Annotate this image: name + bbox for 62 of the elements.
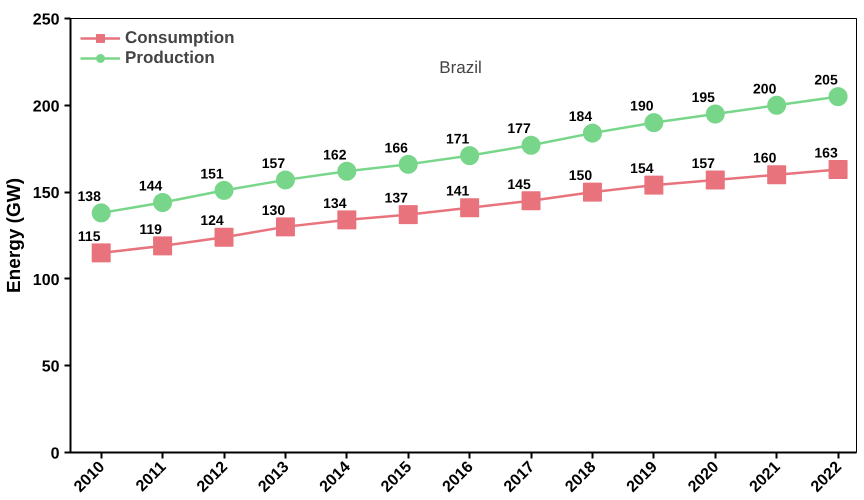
y-tick-label: 0 (50, 446, 60, 462)
data-label: 151 (200, 165, 224, 182)
data-label: 138 (78, 188, 102, 204)
point (582, 124, 602, 143)
point (706, 104, 725, 124)
y-tick-label: 50 (42, 358, 60, 376)
data-label: 119 (139, 220, 162, 237)
data-label: 150 (568, 167, 592, 184)
data-label: 154 (630, 160, 654, 176)
point (398, 205, 418, 224)
point (337, 210, 356, 230)
data-label: 160 (752, 150, 777, 166)
data-label: 162 (323, 146, 347, 162)
data-label: 115 (78, 228, 101, 244)
point (92, 203, 111, 222)
data-label: 145 (507, 176, 531, 192)
data-label: 141 (446, 182, 470, 199)
data-label: 163 (814, 144, 838, 161)
data-label: 157 (692, 154, 716, 171)
point (153, 236, 172, 256)
data-label: 130 (262, 202, 286, 218)
point (767, 165, 786, 184)
data-label: 171 (446, 130, 470, 147)
text: Brazil (439, 58, 482, 77)
data-label: 134 (323, 194, 347, 211)
point (214, 180, 234, 200)
y-axis-title: Energy (GW) (4, 178, 25, 294)
data-label: 166 (384, 139, 408, 156)
data-label: 124 (200, 212, 224, 228)
point (582, 182, 602, 202)
data-label: 190 (630, 98, 654, 114)
data-label: 137 (384, 190, 408, 206)
data-label: 195 (692, 88, 716, 105)
data-label: 200 (752, 80, 777, 96)
data-label: 144 (138, 178, 162, 194)
y-tick-label: 150 (32, 185, 60, 202)
legend-label: Production (125, 48, 215, 68)
point (522, 136, 541, 155)
legend-label: Consumption (125, 28, 235, 48)
y-tick-label: 100 (32, 272, 60, 289)
point (828, 160, 848, 180)
point (214, 228, 234, 247)
point (398, 154, 418, 174)
point (276, 217, 295, 236)
point (92, 243, 111, 262)
data-label: 205 (814, 72, 838, 88)
point (276, 170, 295, 190)
point (460, 146, 480, 166)
data-label: 177 (507, 120, 531, 136)
point (337, 162, 356, 181)
point (153, 193, 172, 212)
point (767, 96, 786, 115)
point (828, 87, 848, 106)
y-tick-label: 200 (32, 98, 60, 116)
y-tick-label: 250 (32, 12, 60, 28)
data-label: 184 (568, 108, 592, 124)
data-label: 157 (262, 154, 286, 171)
point (644, 176, 664, 195)
point (460, 198, 480, 218)
point (706, 170, 725, 190)
point (522, 191, 541, 210)
point (644, 113, 664, 132)
